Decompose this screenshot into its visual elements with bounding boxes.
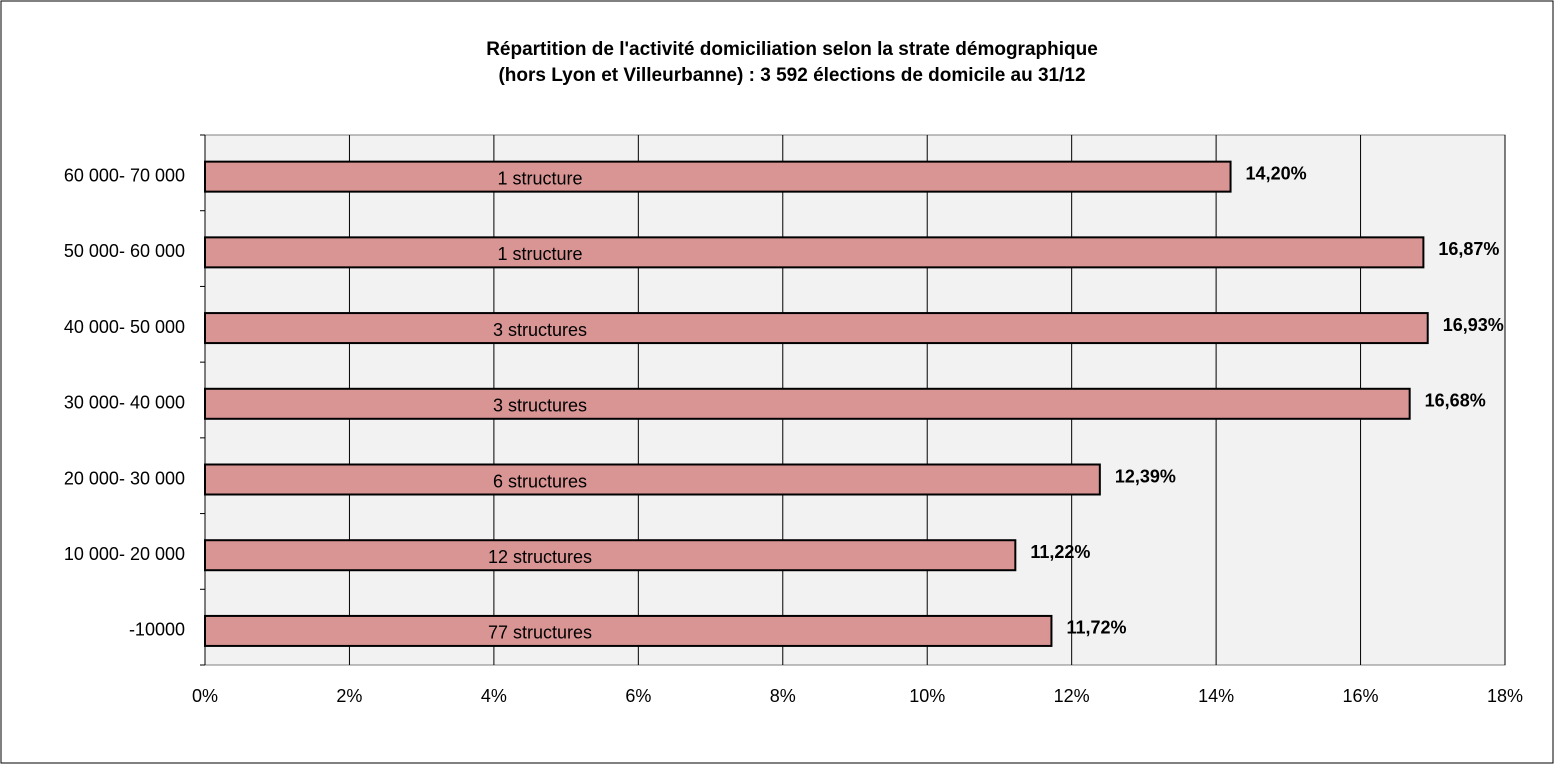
y-tick-label: 30 000- 40 000 [64, 393, 185, 413]
bar-annotation: 12 structures [488, 547, 592, 567]
bar [204, 539, 1017, 572]
x-tick-label: 12% [1054, 686, 1090, 706]
value-label: 16,93% [1443, 315, 1504, 335]
bar [204, 463, 1101, 496]
y-tick-label: 20 000- 30 000 [64, 468, 185, 488]
y-tick-label: 40 000- 50 000 [64, 317, 185, 337]
chart-title: Répartition de l'activité domiciliation … [486, 39, 1098, 60]
bar-annotation: 3 structures [493, 320, 587, 340]
y-tick-label: 50 000- 60 000 [64, 241, 185, 261]
x-tick-label: 14% [1198, 686, 1234, 706]
bar [204, 236, 1425, 269]
value-label: 11,72% [1066, 618, 1126, 638]
bar-annotation: 3 structures [493, 396, 587, 416]
x-tick-label: 8% [770, 686, 796, 706]
bar-annotation: 6 structures [493, 471, 587, 491]
chart-title: (hors Lyon et Villeurbanne) : 3 592 élec… [498, 65, 1085, 86]
y-tick-label: 10 000- 20 000 [64, 544, 185, 564]
x-tick-label: 18% [1487, 686, 1523, 706]
value-label: 16,68% [1425, 391, 1486, 411]
bar-annotation: 1 structure [497, 244, 582, 264]
x-tick-label: 10% [909, 686, 945, 706]
value-label: 12,39% [1115, 466, 1176, 486]
y-tick-label: 60 000- 70 000 [64, 165, 185, 185]
x-tick-label: 16% [1343, 686, 1379, 706]
x-tick-label: 0% [192, 686, 218, 706]
y-tick-label: -10000 [129, 620, 185, 640]
bar-annotation: 1 structure [497, 168, 582, 188]
value-label: 14,20% [1246, 163, 1307, 183]
bar [204, 312, 1429, 345]
bar [204, 160, 1232, 193]
x-tick-label: 2% [336, 686, 362, 706]
value-label: 16,87% [1438, 239, 1499, 259]
x-tick-label: 4% [481, 686, 507, 706]
x-tick-label: 6% [625, 686, 651, 706]
bar-annotation: 77 structures [488, 623, 592, 643]
bar [204, 387, 1411, 420]
bar [204, 614, 1053, 647]
value-label: 11,22% [1030, 542, 1090, 562]
